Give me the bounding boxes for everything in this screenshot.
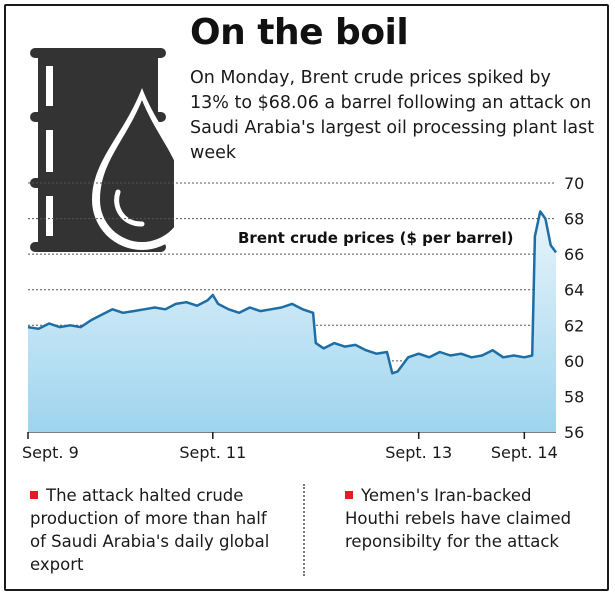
y-tick-label: 60 xyxy=(564,352,584,371)
y-tick-label: 56 xyxy=(564,423,584,442)
y-tick-label: 64 xyxy=(564,281,584,300)
graphic-frame xyxy=(4,4,609,591)
price-area xyxy=(28,211,556,432)
y-axis: 56 58 60 62 64 66 68 70 xyxy=(564,174,584,442)
y-tick-label: 70 xyxy=(564,174,584,193)
page-title: On the boil xyxy=(190,12,409,53)
bullet-icon xyxy=(30,491,38,499)
x-tick-label: Sept. 9 xyxy=(22,443,79,462)
y-tick-label: 58 xyxy=(564,387,584,406)
note-left-text: The attack halted crude production of mo… xyxy=(30,486,270,574)
x-axis: Sept. 9 Sept. 11 Sept. 13 Sept. 14 xyxy=(22,432,558,462)
x-tick-label: Sept. 13 xyxy=(385,443,452,462)
note-left: The attack halted crude production of mo… xyxy=(30,484,280,576)
y-tick-label: 68 xyxy=(564,210,584,229)
bullet-icon xyxy=(345,491,353,499)
y-tick-label: 62 xyxy=(564,316,584,335)
note-right: Yemen's Iran-backed Houthi rebels have c… xyxy=(345,484,585,553)
x-tick-label: Sept. 14 xyxy=(491,443,558,462)
x-tick-label: Sept. 11 xyxy=(179,443,246,462)
page-subtitle: On Monday, Brent crude prices spiked by … xyxy=(190,68,595,163)
brent-price-chart: 56 58 60 62 64 66 68 70 Sept. 9 Sept. 11 Sept. 13… xyxy=(22,174,584,462)
y-tick-label: 66 xyxy=(564,245,584,264)
notes-divider xyxy=(303,484,305,576)
oil-barrel-drop-icon xyxy=(30,48,174,252)
note-right-text: Yemen's Iran-backed Houthi rebels have c… xyxy=(345,486,572,551)
price-line xyxy=(27,210,558,375)
series-label: Brent crude prices ($ per barrel) xyxy=(238,229,514,247)
